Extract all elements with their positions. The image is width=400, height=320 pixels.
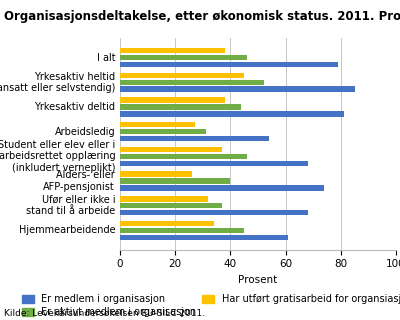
Text: Kilde: Levekårsundersøkelsen EU-SILC 2011.: Kilde: Levekårsundersøkelsen EU-SILC 201… [4, 309, 205, 318]
Bar [120, 147, 222, 152]
Bar [120, 104, 242, 110]
Bar [120, 48, 225, 53]
Bar [120, 203, 222, 208]
Bar [120, 73, 244, 78]
Bar [120, 111, 344, 116]
Bar [120, 122, 194, 127]
Bar [120, 172, 192, 177]
Bar [120, 154, 247, 159]
Text: Organisasjonsdeltakelse, etter økonomisk status. 2011. Prosent: Organisasjonsdeltakelse, etter økonomisk… [4, 10, 400, 23]
X-axis label: Prosent: Prosent [238, 275, 278, 285]
Bar [120, 210, 308, 215]
Bar [120, 196, 208, 202]
Bar [120, 86, 355, 92]
Bar [120, 136, 269, 141]
Bar [120, 129, 206, 134]
Bar [120, 62, 338, 67]
Legend: Er medlem i organisasjon, Er aktivt medlem i organisasjon, Har utført gratisarbe: Er medlem i organisasjon, Er aktivt medl… [20, 290, 400, 319]
Bar [120, 55, 247, 60]
Bar [120, 80, 264, 85]
Bar [120, 185, 324, 191]
Bar [120, 97, 225, 103]
Bar [120, 161, 308, 166]
Bar [120, 235, 288, 240]
Bar [120, 178, 230, 184]
Bar [120, 228, 244, 233]
Bar [120, 221, 214, 226]
